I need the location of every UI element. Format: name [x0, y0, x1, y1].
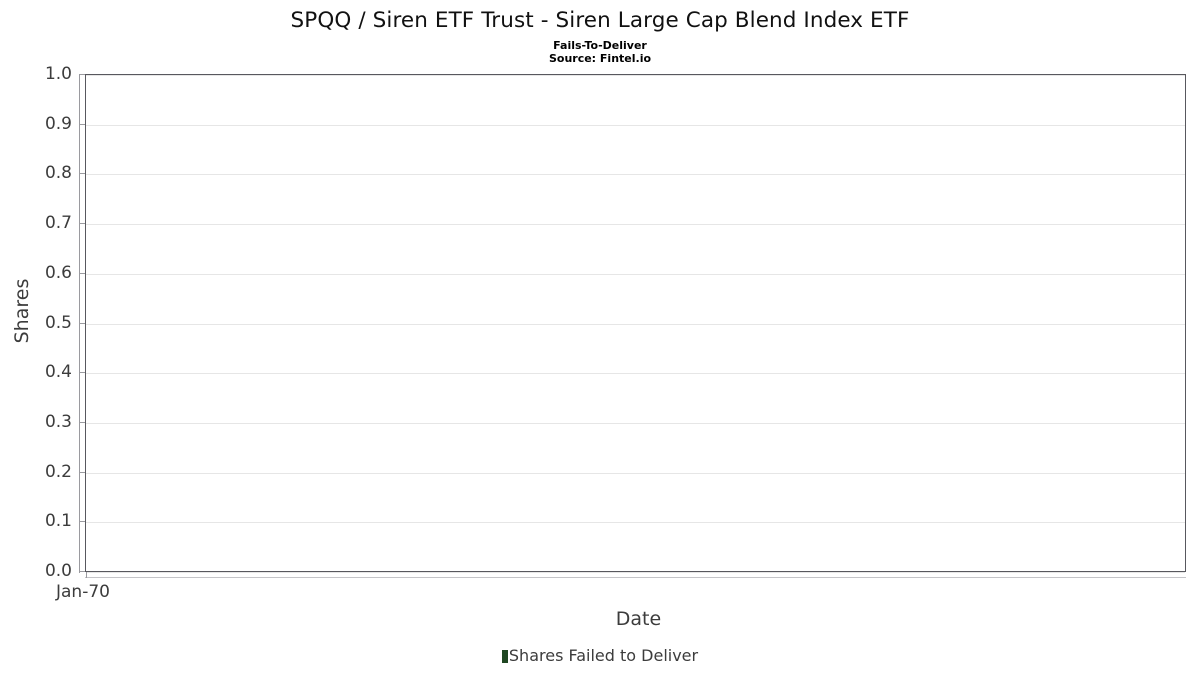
y-tick-mark — [79, 372, 85, 374]
y-tick-label: 0.6 — [44, 262, 72, 283]
chart-legend: Shares Failed to Deliver — [0, 647, 1200, 665]
y-tick-label: 0.7 — [44, 213, 72, 234]
x-axis-spine — [85, 577, 1186, 578]
legend-item-label: Shares Failed to Deliver — [508, 646, 699, 665]
y-tick-mark — [79, 521, 85, 523]
y-tick-label: 1.0 — [44, 64, 72, 84]
y-tick-mark — [79, 223, 85, 225]
chart-title: SPQQ / Siren ETF Trust - Siren Large Cap… — [290, 8, 910, 33]
y-tick-mark — [79, 74, 85, 75]
y-tick-mark — [79, 471, 85, 473]
y-axis-spine — [79, 74, 80, 573]
gridline — [86, 522, 1185, 524]
gridline — [86, 75, 1185, 76]
gridline — [86, 422, 1185, 424]
chart-source: Source: Fintel.io — [548, 52, 652, 65]
x-tick-label: Jan-70 — [56, 582, 110, 602]
y-tick-label: 0.2 — [44, 461, 72, 482]
gridline — [86, 174, 1185, 176]
y-tick-label: 0.3 — [44, 411, 72, 432]
gridline — [86, 323, 1185, 325]
y-tick-label: 0.8 — [44, 163, 72, 184]
x-axis-title: Date — [615, 608, 662, 630]
y-tick-mark — [79, 272, 85, 274]
y-tick-label: 0.0 — [44, 561, 72, 581]
legend-item-shares-failed-to-deliver[interactable]: Shares Failed to Deliver — [501, 646, 699, 665]
plot-area — [85, 74, 1186, 573]
y-tick-mark — [79, 421, 85, 423]
x-tick-mark — [86, 572, 87, 578]
y-tick-mark — [79, 173, 85, 175]
chart-subtitle: Fails-To-Deliver — [553, 39, 647, 52]
legend-swatch-icon — [501, 649, 508, 663]
gridline — [86, 472, 1185, 474]
gridline — [86, 373, 1185, 375]
y-tick-mark — [79, 571, 85, 572]
y-tick-label: 0.9 — [44, 113, 72, 134]
gridline — [86, 572, 1185, 573]
y-tick-mark — [79, 123, 85, 125]
title-block: SPQQ / Siren ETF Trust - Siren Large Cap… — [0, 0, 1200, 65]
y-tick-label: 0.4 — [44, 362, 72, 383]
gridline — [86, 273, 1185, 275]
y-tick-label: 0.1 — [44, 511, 72, 532]
gridline — [86, 224, 1185, 226]
gridline — [86, 124, 1185, 126]
y-tick-label: 0.5 — [44, 312, 72, 333]
y-tick-mark — [79, 322, 85, 324]
